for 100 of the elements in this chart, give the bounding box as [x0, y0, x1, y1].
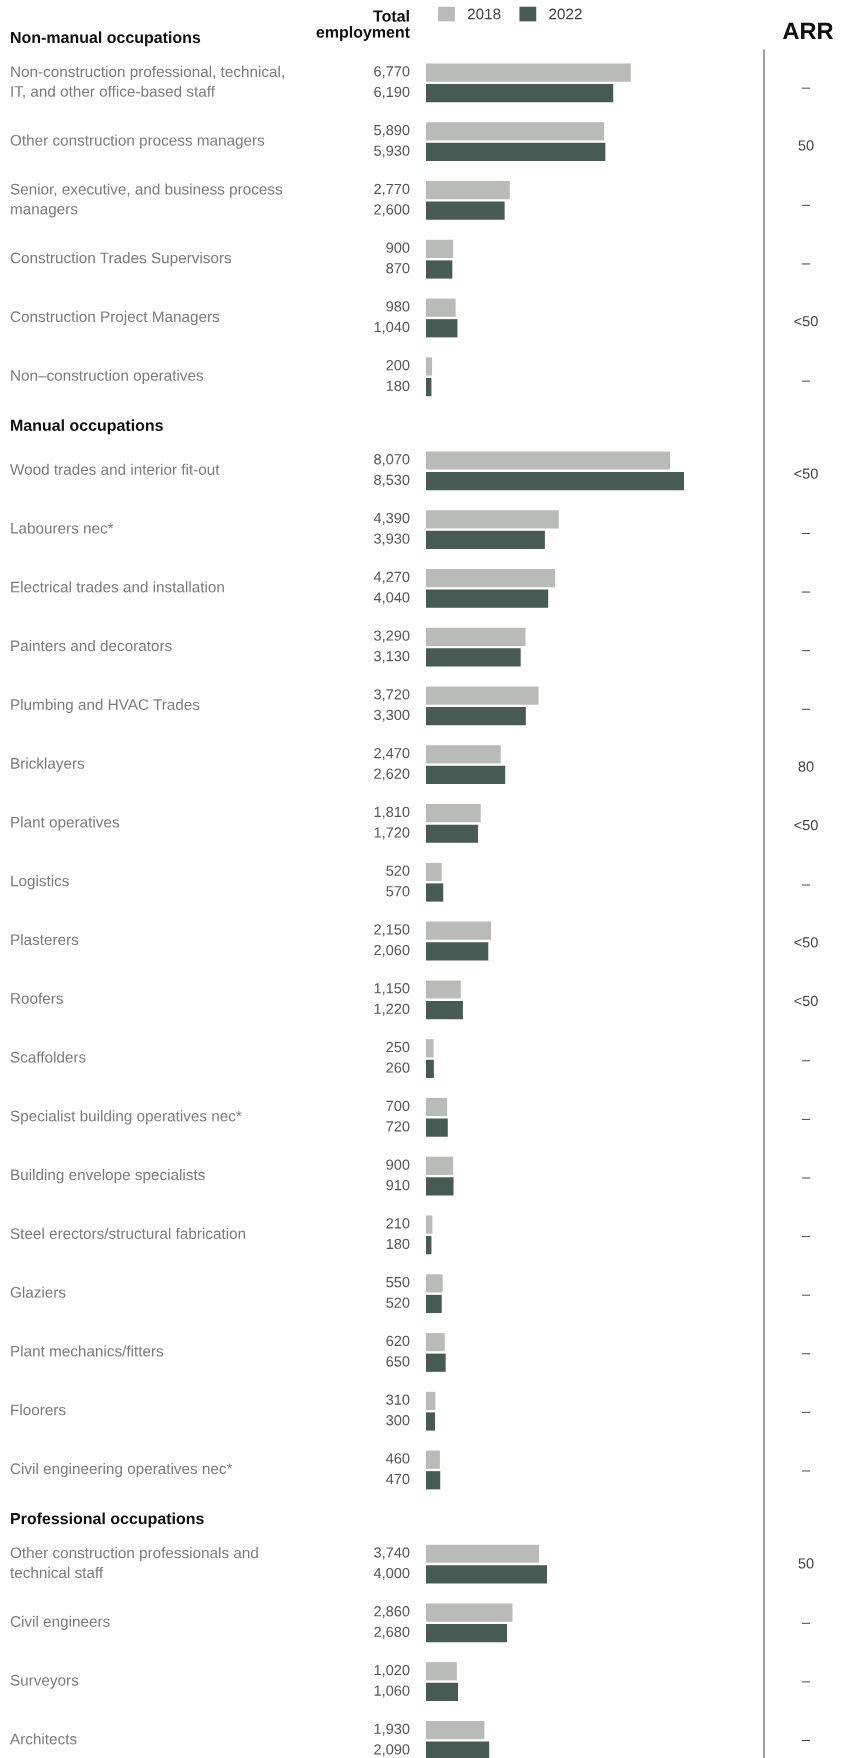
y-tick-label: Senior, executive, and business process managers: [10, 183, 283, 218]
data-label: 4,270: [373, 571, 410, 584]
data-label: 570: [386, 886, 410, 897]
data-label: 310: [386, 1394, 410, 1405]
y-tick-label: Architects: [10, 1733, 77, 1745]
data-label: 5,890: [374, 124, 410, 137]
data-label: 1,220: [374, 1003, 410, 1016]
data-label: 260: [386, 1062, 410, 1073]
y-tick-label: Glaziers: [10, 1286, 66, 1298]
y-tick-label: Logistics: [11, 875, 69, 890]
text: –: [801, 1470, 811, 1472]
data-label: 180: [386, 1238, 410, 1250]
data-label: 6,190: [374, 86, 410, 99]
text: –: [801, 650, 811, 652]
text: –: [801, 1411, 811, 1413]
data-label: 3,740: [374, 1547, 410, 1560]
y-tick-label: Plant operatives: [11, 816, 119, 831]
data-label: 2,090: [374, 1744, 410, 1757]
text: –: [801, 591, 811, 593]
text: –: [801, 708, 811, 710]
data-label: 1,060: [374, 1685, 410, 1698]
text: –: [801, 1236, 811, 1238]
y-tick-label: Non–construction operatives: [11, 369, 204, 384]
data-label: 3,300: [374, 709, 410, 722]
text: –: [801, 532, 811, 534]
data-label: 300: [386, 1415, 410, 1426]
y-tick-label: Professional occupations: [11, 1512, 204, 1528]
data-label: 3,720: [374, 689, 410, 702]
data-label: 470: [386, 1473, 410, 1485]
data-label: 650: [386, 1356, 410, 1367]
text: –: [801, 1118, 811, 1120]
y-tick-label: Plant mechanics/fitters: [11, 1345, 164, 1357]
data-label: 620: [386, 1335, 410, 1347]
y-tick-label: Steel erectors/structural fabrication: [10, 1227, 246, 1239]
data-label: 870: [386, 263, 410, 274]
text: –: [801, 1622, 811, 1624]
y-tick-label: Construction Project Managers: [10, 310, 220, 326]
y-tick-label: Bricklayers: [11, 757, 85, 772]
y-tick-label: Manual occupations: [11, 419, 163, 435]
text: –: [801, 263, 811, 265]
text: –: [801, 1353, 811, 1355]
data-label: 900: [386, 242, 410, 253]
data-label: 1,930: [374, 1723, 410, 1736]
data-label: 5,930: [374, 145, 410, 158]
data-label: 720: [386, 1121, 410, 1132]
data-label: 180: [386, 380, 410, 391]
text: 80: [798, 761, 814, 772]
text: –: [801, 1060, 811, 1062]
data-label: 2,150: [374, 924, 410, 937]
data-label: 2,060: [374, 944, 410, 957]
y-tick-label: Building envelope specialists: [11, 1168, 205, 1184]
y-tick-label: Civil engineering operatives nec*: [10, 1462, 233, 1478]
data-label: 1,720: [374, 827, 410, 840]
text: –: [801, 1740, 811, 1741]
data-label: 6,770: [374, 66, 410, 79]
data-label: 910: [386, 1179, 410, 1191]
data-label: 4,390: [373, 512, 410, 525]
text: –: [801, 1681, 811, 1683]
data-label: 3,930: [374, 533, 410, 546]
y-tick-label: Other construction professionals and technical staff: [10, 1547, 258, 1579]
y-tick-label: Non-construction professional, technical, IT, and other office-based staff: [11, 65, 284, 99]
data-label: 200: [386, 360, 410, 371]
text: –: [801, 884, 811, 886]
data-label: 1,810: [374, 806, 410, 819]
y-tick-label: Surveyors: [10, 1674, 79, 1689]
data-label: 520: [386, 1297, 410, 1308]
data-label: 2,770: [374, 183, 410, 196]
y-tick-label: Other construction process managers: [10, 134, 265, 149]
y-tick-label: Non-manual occupations: [11, 31, 201, 47]
data-label: 2,600: [374, 204, 410, 217]
data-label: 2,680: [374, 1626, 410, 1639]
data-label: 8,070: [374, 454, 410, 467]
y-tick-label: Specialist building operatives nec*: [10, 1110, 242, 1125]
data-label: 3,290: [374, 630, 410, 643]
y-tick-label: Plasterers: [11, 933, 79, 946]
data-label: 700: [386, 1100, 410, 1111]
y-tick-label: Labourers nec*: [11, 522, 114, 534]
data-label: 3,130: [374, 651, 410, 664]
y-tick-label: Civil engineers: [10, 1615, 110, 1630]
text: –: [801, 87, 811, 89]
data-label: 460: [386, 1453, 410, 1464]
y-tick-label: Electrical trades and installation: [11, 581, 224, 593]
y-tick-label: Roofers: [11, 992, 63, 1004]
data-label: 1,040: [374, 321, 410, 334]
data-label: 4,000: [373, 1567, 410, 1580]
text: <50: [794, 468, 818, 479]
y-tick-label: Scaffolders: [10, 1051, 86, 1063]
text: <50: [794, 316, 818, 327]
text: <50: [794, 937, 818, 948]
text: –: [801, 1294, 811, 1296]
text: ARR: [783, 22, 834, 40]
data-label: 900: [386, 1159, 410, 1170]
text: –: [801, 1177, 811, 1179]
data-label: 2,470: [374, 747, 410, 761]
text: 50: [798, 140, 814, 151]
text: Total employment: [316, 10, 410, 41]
data-label: 520: [386, 865, 410, 876]
y-tick-label: Plumbing and HVAC Trades: [11, 698, 200, 714]
y-tick-label: Construction Trades Supervisors: [10, 252, 232, 267]
data-label: 2,860: [374, 1606, 410, 1619]
